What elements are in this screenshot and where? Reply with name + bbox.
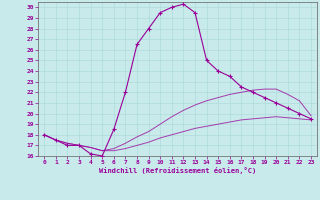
X-axis label: Windchill (Refroidissement éolien,°C): Windchill (Refroidissement éolien,°C) xyxy=(99,167,256,174)
